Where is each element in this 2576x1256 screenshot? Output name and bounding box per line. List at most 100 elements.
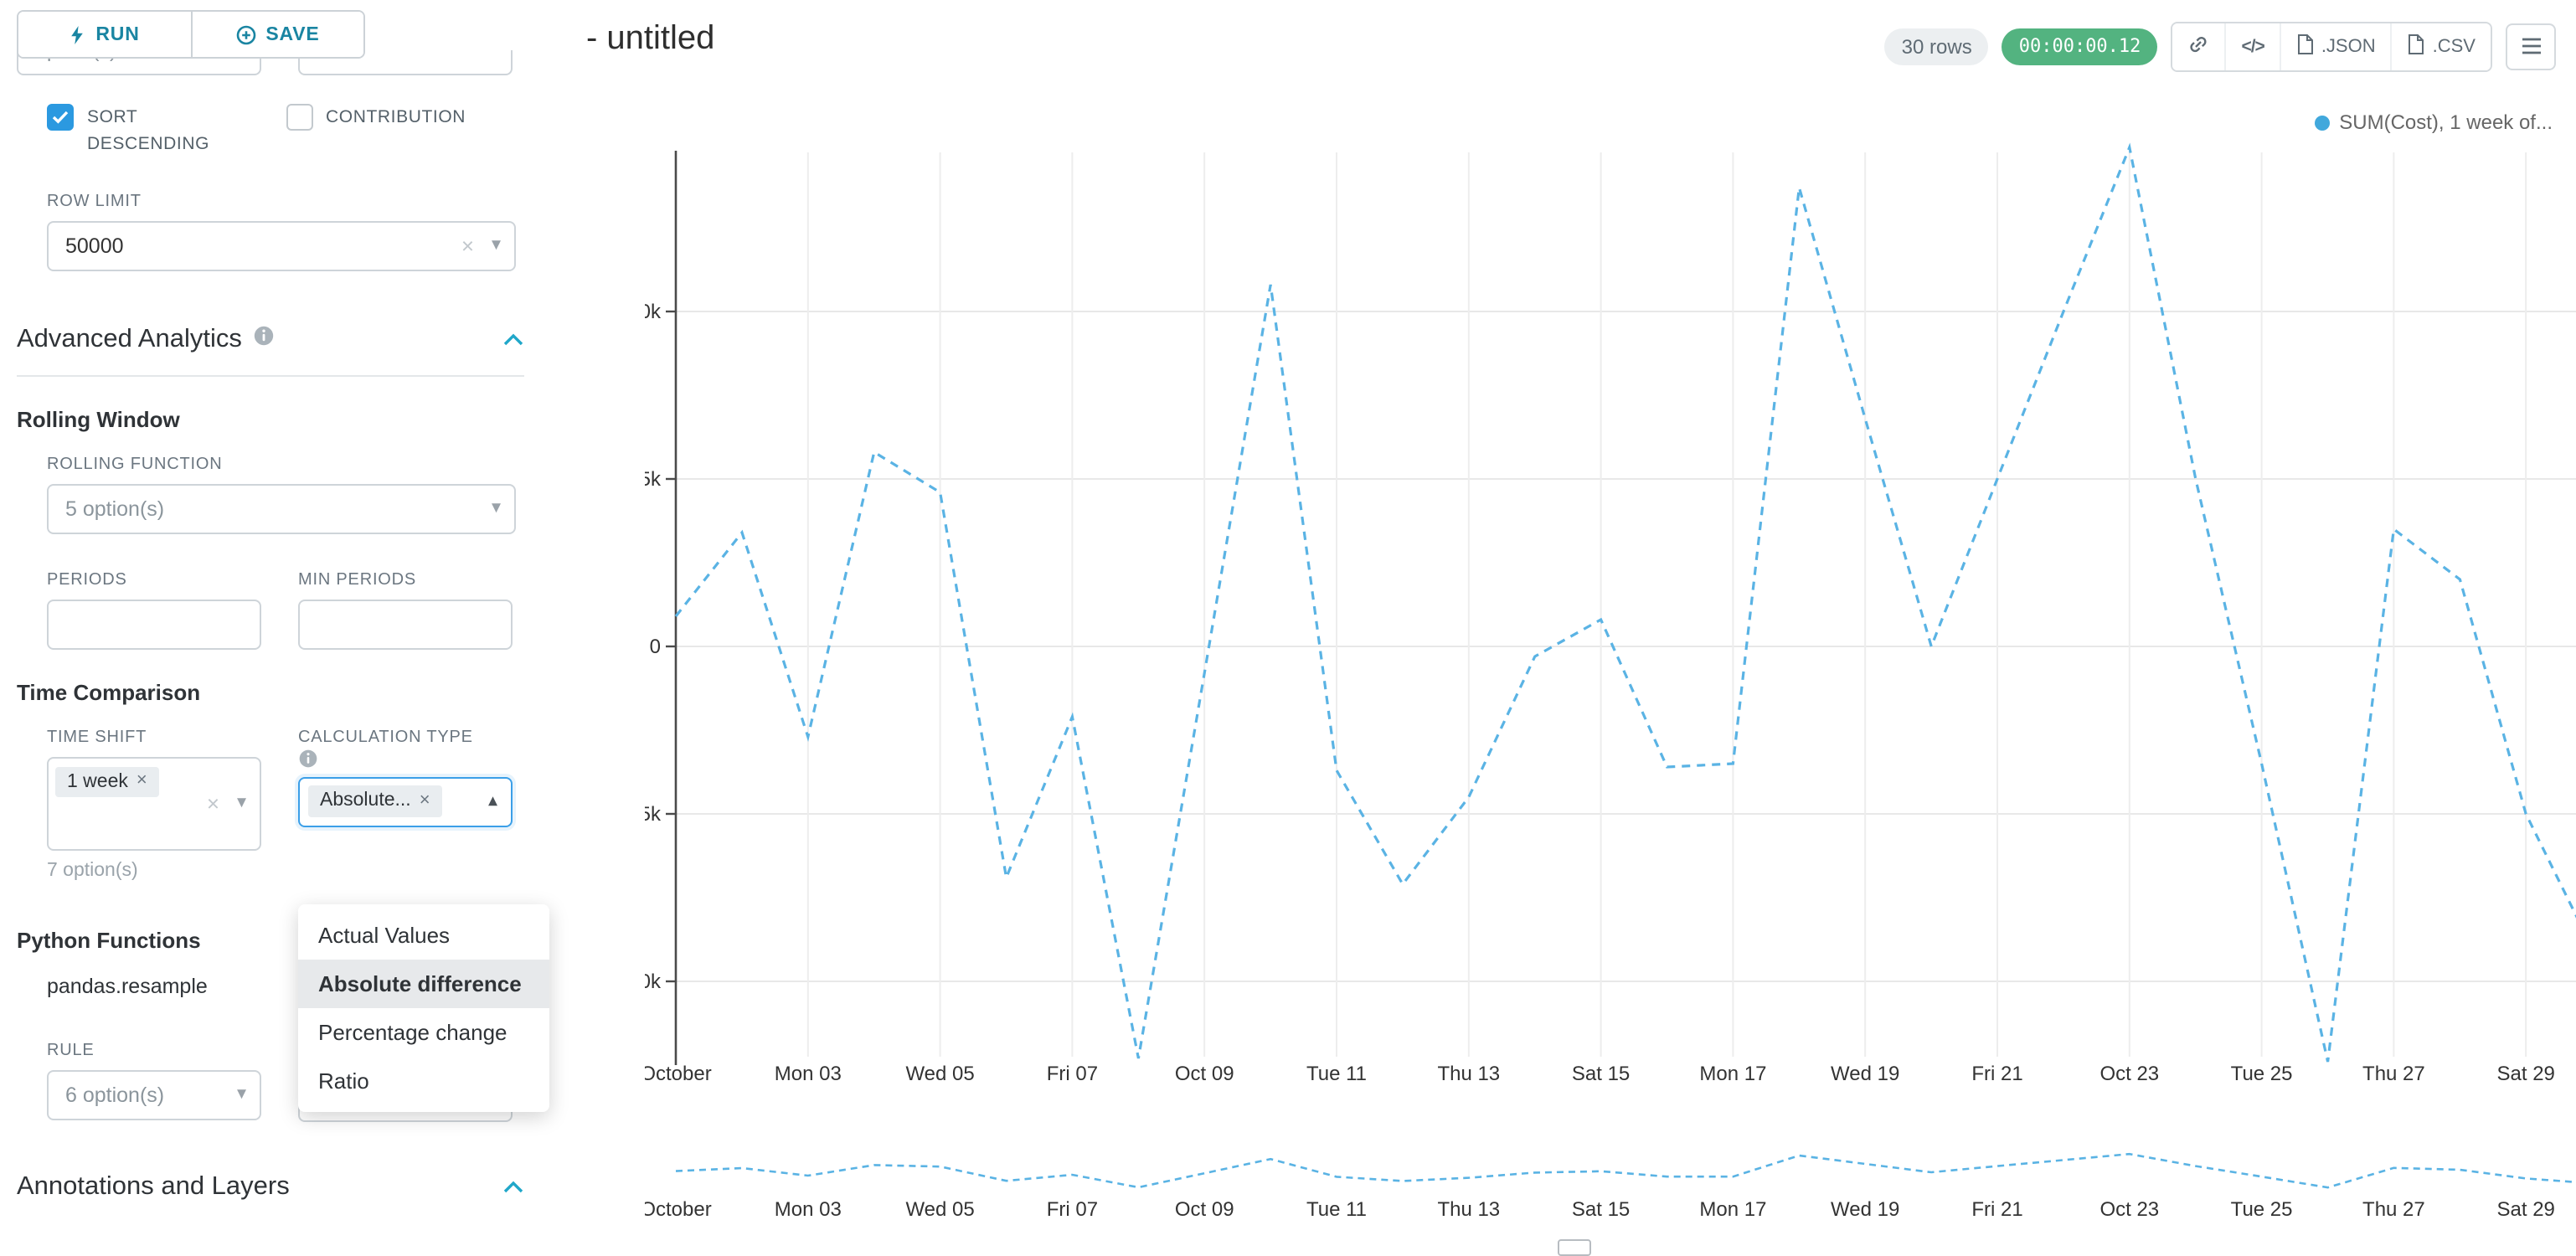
svg-text:Sat 29: Sat 29 — [2497, 1063, 2555, 1085]
code-icon: </> — [2241, 37, 2264, 57]
chart-header-actions: 30 rows 00:00:00.12 </> .JSON — [1884, 22, 2556, 72]
caret-down-icon: ▾ — [236, 791, 246, 812]
svg-text:10k: 10k — [645, 301, 662, 323]
export-json-button[interactable]: .JSON — [2279, 23, 2391, 70]
clear-icon[interactable]: × — [461, 232, 474, 258]
check-icon — [52, 111, 69, 124]
svg-text:Tue 11: Tue 11 — [1306, 1063, 1367, 1085]
time-shift-tag-label: 1 week — [67, 771, 128, 791]
svg-text:Mon 03: Mon 03 — [775, 1198, 842, 1221]
remove-tag-icon[interactable]: × — [419, 790, 430, 811]
svg-text:Wed 05: Wed 05 — [905, 1198, 974, 1221]
rule-label: RULE — [47, 1041, 95, 1059]
svg-text:Wed 19: Wed 19 — [1831, 1063, 1899, 1085]
svg-text:Wed 19: Wed 19 — [1831, 1198, 1899, 1221]
time-shift-tag: 1 week × — [55, 766, 159, 798]
export-csv-button[interactable]: .CSV — [2390, 23, 2491, 70]
mini-range-chart[interactable]: October Mon 03 Wed 05 Fri 07 Oct 09 Tue 11 Thu… — [645, 1142, 2576, 1226]
export-button-group: </> .JSON .CSV — [2171, 22, 2492, 72]
dropdown-option[interactable]: Ratio — [318, 1068, 369, 1094]
periods-label: PERIODS — [47, 570, 127, 589]
periods-input[interactable] — [47, 599, 261, 649]
svg-text:Wed 05: Wed 05 — [905, 1063, 974, 1085]
clipped-select-right[interactable] — [298, 50, 513, 75]
chart-area: - untitled 30 rows 00:00:00.12 </> .JSON — [541, 0, 2576, 1256]
rolling-function-select[interactable]: 5 option(s) ▾ — [47, 483, 516, 533]
run-label: RUN — [95, 24, 140, 44]
svg-text:0: 0 — [650, 636, 661, 658]
time-shift-select[interactable]: 1 week × × ▾ — [47, 756, 261, 850]
legend-dot — [2314, 115, 2330, 130]
run-button[interactable]: RUN — [18, 12, 190, 57]
calculation-type-menu: Actual Values Absolute difference Percenta… — [298, 904, 549, 1112]
link-icon — [2187, 33, 2209, 60]
calculation-type-field: CALCULATION TYPE Absolute... × ▴ — [298, 728, 513, 880]
rolling-function-field: ROLLING FUNCTION 5 option(s) ▾ — [47, 455, 524, 533]
remove-tag-icon[interactable]: × — [136, 770, 147, 791]
svg-text:Tue 11: Tue 11 — [1306, 1198, 1367, 1221]
file-icon — [2296, 33, 2315, 60]
svg-text:-10k: -10k — [645, 970, 662, 993]
svg-text:Oct 09: Oct 09 — [1175, 1063, 1234, 1085]
svg-text:Tue 25: Tue 25 — [2231, 1063, 2293, 1085]
chevron-up-icon[interactable] — [502, 324, 524, 354]
row-limit-value: 50000 — [65, 234, 124, 257]
view-query-button[interactable]: </> — [2224, 23, 2280, 70]
chart-legend[interactable]: SUM(Cost), 1 week of... — [2314, 111, 2553, 134]
svg-text:Sat 29: Sat 29 — [2497, 1198, 2555, 1221]
page-title: - untitled — [586, 20, 715, 57]
svg-text:Mon 17: Mon 17 — [1699, 1063, 1766, 1085]
save-button[interactable]: SAVE — [190, 12, 363, 57]
svg-text:-5k: -5k — [645, 803, 662, 826]
caret-down-icon: ▾ — [236, 1083, 246, 1104]
time-shift-hint: 7 option(s) — [47, 860, 138, 880]
calculation-type-tag-label: Absolute... — [320, 790, 411, 811]
query-timer-badge: 00:00:00.12 — [2002, 28, 2158, 65]
svg-text:Sat 15: Sat 15 — [1572, 1198, 1630, 1221]
rule-select[interactable]: 6 option(s) ▾ — [47, 1069, 261, 1120]
svg-text:Oct 09: Oct 09 — [1175, 1198, 1234, 1221]
svg-text:Mon 17: Mon 17 — [1699, 1198, 1766, 1221]
main-line-chart[interactable]: 10k 5k 0 -5k -10k October Mon 03 Wed 05 Fri 07 Oc… — [645, 142, 2576, 1105]
scroll-handle[interactable] — [1558, 1239, 1591, 1256]
contribution-checkbox[interactable] — [286, 104, 312, 131]
svg-text:Oct 23: Oct 23 — [2099, 1198, 2159, 1221]
svg-text:October: October — [645, 1063, 712, 1085]
dropdown-option[interactable]: Actual Values — [318, 923, 451, 948]
sort-descending-control[interactable]: SORT DESCENDING — [47, 104, 286, 158]
plus-circle-icon — [235, 24, 255, 44]
svg-text:Thu 27: Thu 27 — [2362, 1063, 2425, 1085]
advanced-analytics-header[interactable]: Advanced Analytics — [17, 324, 524, 376]
time-shift-field: TIME SHIFT 1 week × × ▾ 7 option(s) — [47, 728, 261, 880]
chevron-up-icon[interactable] — [502, 1171, 524, 1202]
info-icon — [254, 324, 276, 354]
rolling-window-title: Rolling Window — [17, 406, 180, 431]
min-periods-input[interactable] — [298, 599, 513, 649]
file-icon — [2408, 33, 2426, 60]
contribution-control[interactable]: CONTRIBUTION — [286, 104, 524, 158]
annotations-layers-header[interactable]: Annotations and Layers — [17, 1171, 524, 1202]
export-csv-label: .CSV — [2432, 37, 2476, 57]
pandas-resample-label: pandas.resample — [47, 974, 208, 997]
svg-text:Oct 23: Oct 23 — [2099, 1063, 2159, 1085]
periods-field: PERIODS — [47, 570, 261, 649]
svg-text:Fri 21: Fri 21 — [1971, 1063, 2022, 1085]
svg-text:Thu 13: Thu 13 — [1437, 1063, 1500, 1085]
calculation-type-select[interactable]: Absolute... × ▴ — [298, 776, 513, 826]
sort-descending-checkbox[interactable] — [47, 104, 74, 131]
export-json-label: .JSON — [2321, 37, 2376, 57]
hamburger-icon — [2520, 34, 2542, 59]
dropdown-option[interactable]: Absolute difference — [298, 960, 549, 1008]
rolling-function-label: ROLLING FUNCTION — [47, 455, 223, 473]
dropdown-option[interactable]: Percentage change — [318, 1020, 507, 1045]
sort-descending-label: SORT DESCENDING — [87, 107, 210, 154]
calculation-type-tag: Absolute... × — [308, 785, 442, 817]
caret-down-icon: ▾ — [491, 497, 501, 517]
chart-menu-button[interactable] — [2506, 23, 2556, 70]
row-count-badge: 30 rows — [1884, 28, 1989, 66]
copy-link-button[interactable] — [2172, 23, 2225, 70]
clear-icon[interactable]: × — [206, 790, 219, 816]
row-limit-select[interactable]: 50000 × ▾ — [47, 220, 516, 270]
min-periods-label: MIN PERIODS — [298, 570, 417, 589]
